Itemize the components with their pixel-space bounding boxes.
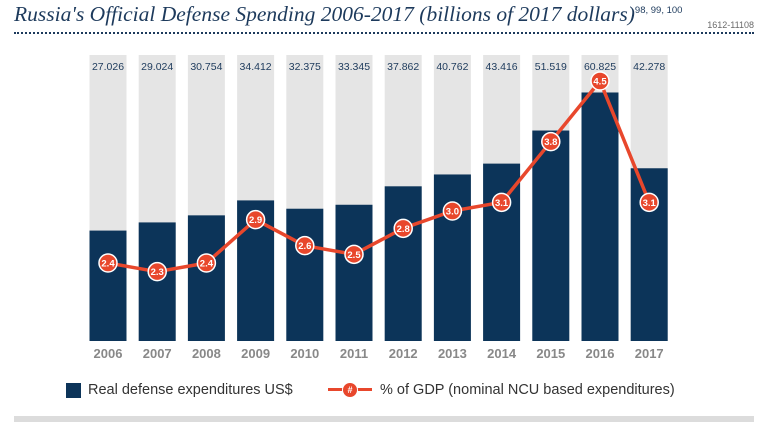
x-tick-label: 2013 (438, 346, 467, 361)
gdp-point (245, 209, 266, 230)
title-footnote-refs: 98, 99, 100 (634, 4, 683, 16)
footer-bar (14, 416, 754, 422)
figure-code: 1612-11108 (707, 20, 754, 30)
gdp-point-label: 3.8 (544, 137, 557, 148)
gdp-point-label: 2.4 (101, 259, 115, 270)
chart-title-text: Russia's Official Defense Spending 2006-… (14, 2, 635, 26)
bar-value-label: 42.278 (633, 61, 665, 73)
gdp-point (147, 261, 167, 282)
bar-value-label: 40.762 (436, 61, 468, 73)
gdp-point-label: 3.1 (643, 198, 657, 209)
gdp-point (639, 192, 659, 213)
bar-value-label: 34.412 (240, 61, 272, 73)
bar (187, 215, 225, 341)
legend-item-bars: Real defense expenditures US$ (66, 382, 293, 398)
gdp-point-label: 2.3 (151, 267, 164, 278)
chart-legend: Real defense expenditures US$ # % of GDP… (66, 382, 746, 402)
bar (483, 163, 521, 341)
gdp-point (442, 201, 463, 221)
bar-value-label: 60.825 (584, 61, 616, 73)
gdp-point-label: 2.8 (397, 224, 410, 235)
gdp-point-label: 2.4 (200, 259, 214, 270)
bar-value-label: 30.754 (190, 61, 222, 73)
gdp-point (196, 253, 217, 273)
gdp-point (344, 244, 364, 265)
bar (138, 222, 176, 341)
gdp-point-label: 2.9 (249, 215, 262, 226)
gdp-point (393, 218, 413, 239)
legend-marker-icon: # (342, 382, 358, 398)
gdp-point (491, 192, 512, 213)
gdp-point (590, 71, 610, 91)
bar-value-label: 32.375 (289, 61, 321, 73)
x-tick-label: 2006 (94, 346, 123, 361)
chart-plot: 27.026 2006 29.024 2007 30.754 2008 34.412 2009… (89, 55, 668, 361)
x-tick-label: 2014 (487, 346, 517, 361)
x-tick-label: 2015 (536, 346, 565, 361)
bar-value-label: 43.416 (486, 61, 518, 73)
bar (581, 92, 619, 342)
gdp-point-label: 2.5 (347, 250, 361, 261)
x-tick-label: 2010 (290, 346, 319, 361)
title-divider (14, 32, 754, 34)
x-tick-label: 2007 (143, 346, 172, 361)
bar (89, 230, 127, 341)
gdp-point (295, 235, 315, 256)
bar-value-label: 29.024 (141, 61, 173, 73)
chart-title: Russia's Official Defense Spending 2006-… (14, 2, 682, 27)
legend-line-symbol: # (328, 382, 372, 398)
x-tick-label: 2012 (389, 346, 418, 361)
bar (335, 204, 373, 341)
bar (433, 174, 471, 341)
gdp-point-label: 2.6 (298, 241, 311, 252)
bar (532, 130, 570, 341)
gdp-point-label: 3.1 (495, 198, 509, 209)
gdp-point (98, 253, 118, 273)
bar-value-label: 33.345 (338, 61, 370, 73)
gdp-point-label: 4.5 (593, 77, 607, 88)
legend-label-line: % of GDP (nominal NCU based expenditures… (380, 382, 675, 398)
bar (384, 186, 422, 341)
x-tick-label: 2016 (586, 346, 615, 361)
legend-label-bars: Real defense expenditures US$ (88, 382, 293, 398)
x-tick-label: 2017 (635, 346, 664, 361)
x-tick-label: 2011 (340, 346, 368, 361)
legend-swatch-bars (66, 382, 81, 398)
bar-value-label: 27.026 (92, 61, 124, 73)
bar-value-label: 51.519 (535, 61, 567, 73)
bar (286, 208, 324, 341)
bar-value-label: 37.862 (387, 61, 419, 73)
legend-item-line: # % of GDP (nominal NCU based expenditur… (328, 382, 675, 398)
gdp-point-label: 3.0 (446, 207, 459, 218)
x-tick-label: 2008 (192, 346, 221, 361)
x-tick-label: 2009 (241, 346, 270, 361)
gdp-point (541, 131, 561, 152)
